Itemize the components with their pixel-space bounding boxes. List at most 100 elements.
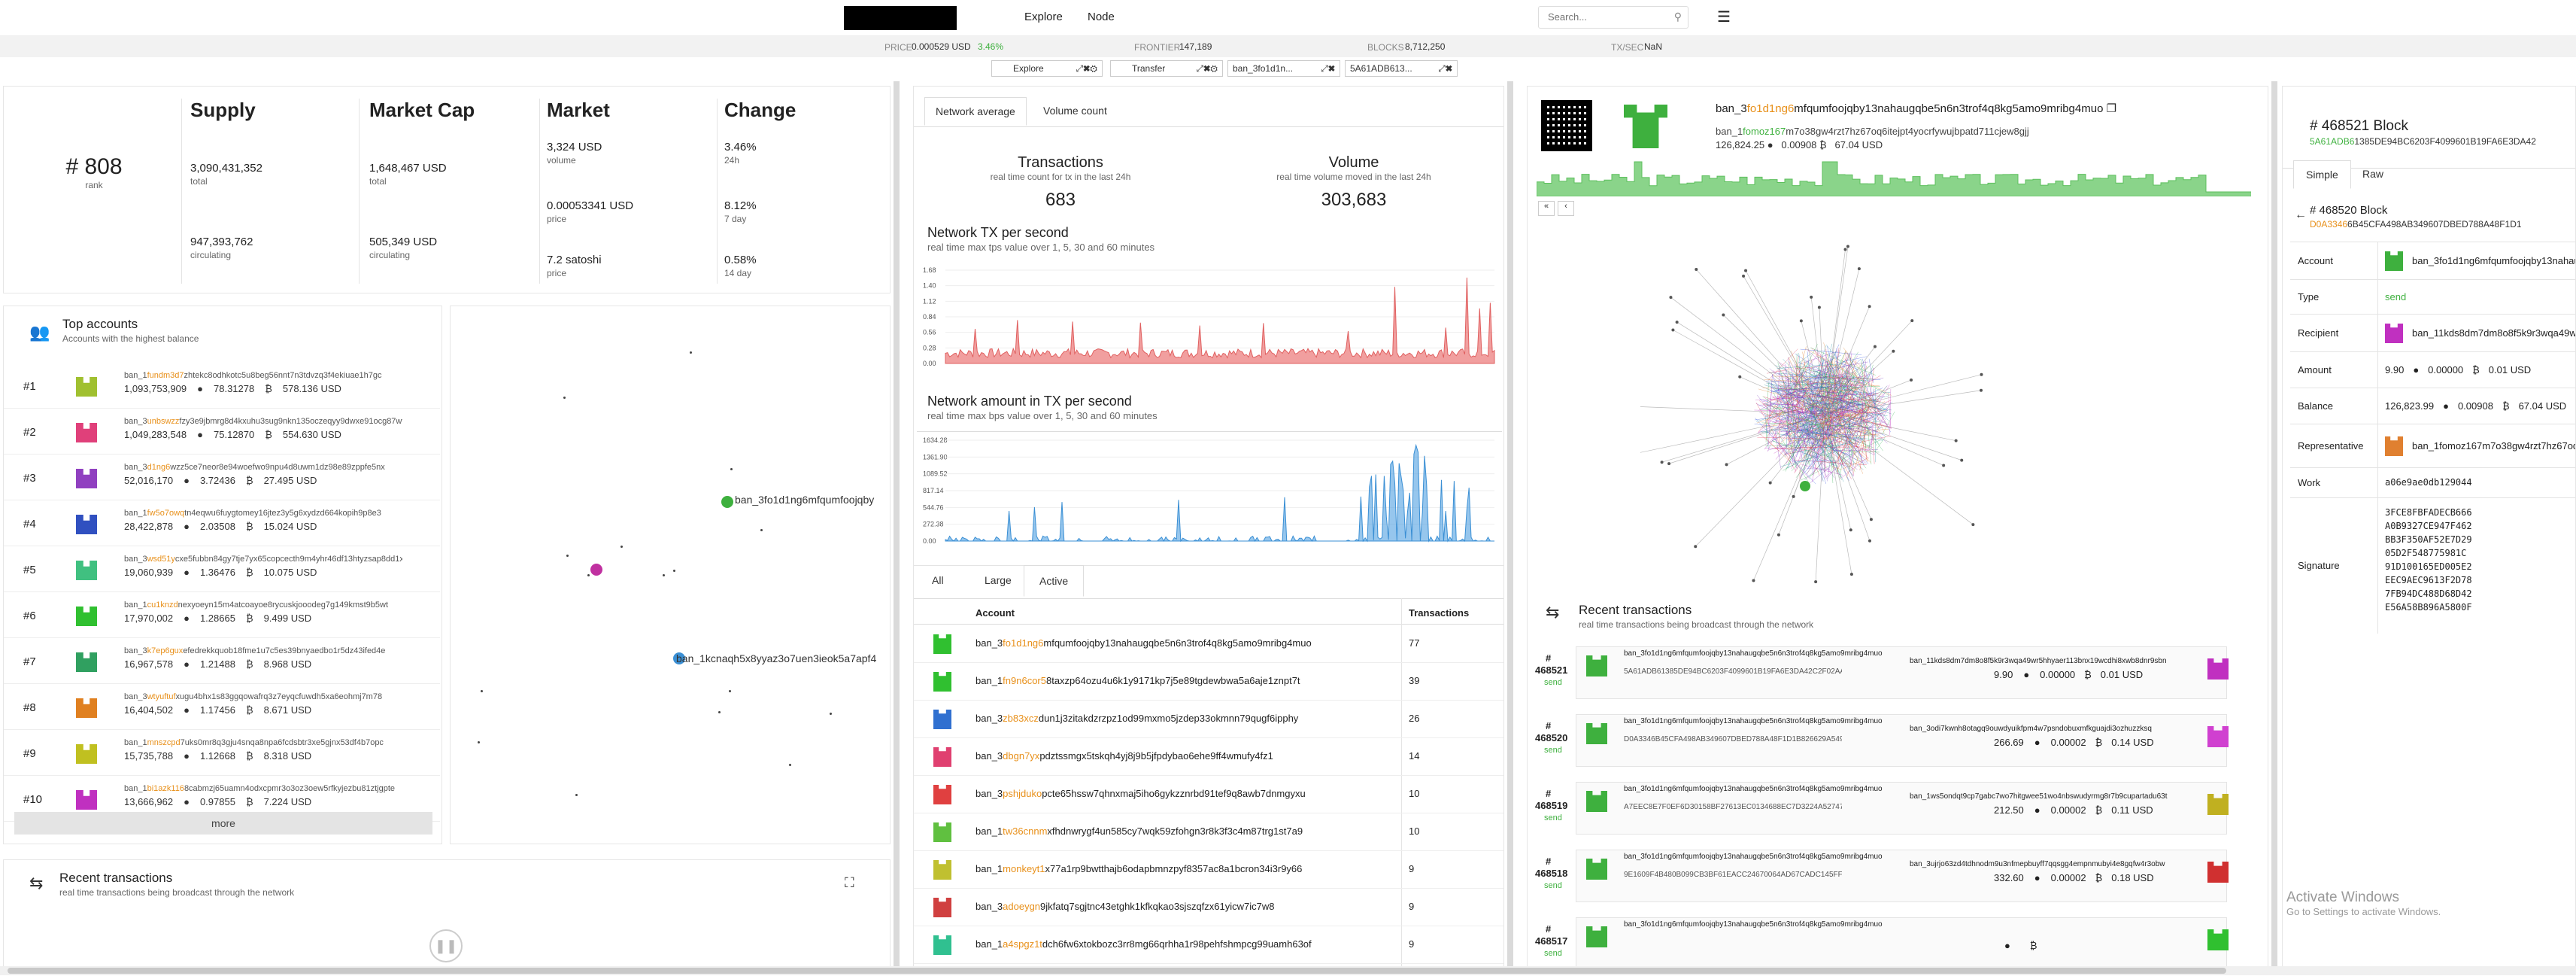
graph-node[interactable]: [1870, 518, 1873, 521]
graph-node[interactable]: [1722, 314, 1725, 317]
recipient-address[interactable]: ban_1ws5ondqt9cp7gabc7wo7hitgwee51wo4nbs…: [1910, 792, 2183, 801]
tab-controls-icon[interactable]: ⤢✖: [1321, 63, 1335, 74]
block-hash[interactable]: A7EEC8E7F0EF6D30158BF27613EC0134688EC7D3…: [1624, 803, 1842, 811]
tab-controls-icon[interactable]: ⤢✖⚙: [1076, 63, 1097, 74]
graph-node[interactable]: [1980, 373, 1983, 376]
tab-large[interactable]: Large: [985, 574, 1012, 586]
account-address[interactable]: ban_3pshjdukopcte65hssw7qhnxmaj5iho6gykz…: [975, 788, 1397, 799]
graph-node[interactable]: [1814, 580, 1817, 583]
account-address[interactable]: ban_1fundm3d7zhtekc8odhkotc5u8beg56nnt7n…: [124, 371, 402, 380]
graph-node[interactable]: [566, 555, 569, 557]
prev-page-button[interactable]: ‹: [1558, 201, 1574, 216]
search-box[interactable]: ⚲: [1538, 6, 1689, 29]
graph-node[interactable]: [1777, 534, 1780, 537]
sender-address[interactable]: ban_3fo1d1ng6mfqumfoojqby13nahaugqbe5n6n…: [1624, 785, 1883, 793]
representative-address[interactable]: ban_1fomoz167m7o38gw4rzt7hz67oq6itejpt4y…: [1716, 126, 2029, 137]
graph-node[interactable]: [1868, 305, 1871, 308]
graph-node[interactable]: [1800, 319, 1803, 322]
account-address[interactable]: ban_1fn9n6cor58taxzp64ozu4u6k1y9171kp7j5…: [975, 675, 1397, 686]
account-address[interactable]: ban_3unbswzzfzy3e9jbmrg8d4kxuhu3sug9nkn1…: [124, 417, 402, 426]
graph-node[interactable]: [1694, 545, 1697, 548]
graph-node[interactable]: [1910, 319, 1913, 322]
graph-node[interactable]: [478, 741, 480, 743]
graph-node[interactable]: [730, 468, 733, 470]
graph-node[interactable]: [663, 574, 665, 576]
graph-node[interactable]: [729, 690, 731, 692]
tab-network-average[interactable]: Network average: [924, 97, 1027, 126]
account-address[interactable]: ban_3zb83xczdun1j3zitakdzrzpz1od99mxmo5j…: [975, 713, 1397, 724]
nav-node[interactable]: Node: [1088, 11, 1115, 23]
tab-controls-icon[interactable]: ⤢✖: [1438, 63, 1452, 74]
back-arrow-icon[interactable]: ←: [2295, 208, 2307, 222]
block-hash[interactable]: 5A61ADB61385DE94BC6203F4099601B19FA6E3DA…: [2310, 136, 2536, 147]
graph-node[interactable]: [1960, 459, 1963, 462]
graph-node[interactable]: [1667, 462, 1670, 465]
graph-node[interactable]: [1849, 528, 1852, 531]
block-hash[interactable]: 9E1609F4B480B099CB3BF61EACC24670064AD67C…: [1624, 871, 1842, 879]
graph-node[interactable]: [1858, 267, 1861, 270]
graph-node[interactable]: [481, 690, 483, 692]
field-value[interactable]: ban_1fomoz167m7o38gw4rzt7hz67oq6ite: [2412, 440, 2576, 451]
prev-block-hash[interactable]: D0A33466B45CFA498AB349607DBED788A48F1D1: [2310, 219, 2522, 230]
graph-node[interactable]: [1792, 495, 1795, 498]
tab-simple[interactable]: Simple: [2293, 160, 2351, 189]
pause-button[interactable]: ❚❚: [429, 929, 463, 962]
splitter[interactable]: [1507, 81, 1513, 969]
account-address[interactable]: ban_1mnszcpd7uks0mr8q3gju4snqa8npa6fcdsb…: [124, 738, 402, 747]
graph-node[interactable]: [1868, 540, 1871, 543]
hamburger-menu-icon[interactable]: ☰: [1717, 8, 1731, 26]
graph-node[interactable]: [1850, 573, 1853, 576]
graph-node[interactable]: [1971, 523, 1974, 526]
graph-node[interactable]: [673, 570, 675, 572]
fullscreen-icon[interactable]: ⛶: [845, 875, 854, 891]
account-address[interactable]: ban_1fw5o7owqtn4eqwu6fuygtomey16jtez3y5g…: [124, 509, 402, 518]
active-account-row[interactable]: ban_3zb83xczdun1j3zitakdzrzpz1od99mxmo5j…: [914, 701, 1503, 738]
recipient-address[interactable]: ban_11kds8dm7dm8o8f5k9r3wqa49wr5hhyaer11…: [1910, 657, 2183, 665]
account-address[interactable]: ban_1a4spgz1tdch6fw6xtokbozc3rr8mg66qrhh…: [975, 938, 1397, 950]
account-address[interactable]: ban_3fo1d1ng6mfqumfoojqby13nahaugqbe5n6n…: [1716, 102, 2116, 115]
active-account-row[interactable]: ban_1fn9n6cor58taxzp64ozu4u6k1y9171kp7j5…: [914, 663, 1503, 701]
account-address[interactable]: ban_1monkeyt1x77a1rp9bwtthajb6odapbmnzpy…: [975, 863, 1397, 874]
tab-block[interactable]: 5A61ADB613...⤢✖: [1345, 60, 1458, 77]
search-icon[interactable]: ⚲: [1674, 11, 1682, 23]
graph-node[interactable]: [721, 496, 733, 508]
tab-all[interactable]: All: [932, 574, 944, 586]
account-network-graph[interactable]: [1640, 237, 2047, 598]
active-account-row[interactable]: ban_1tw36cnnmxfhdnwrygf4un585cy7wqk59zfo…: [914, 813, 1503, 851]
sender-address[interactable]: ban_3fo1d1ng6mfqumfoojqby13nahaugqbe5n6n…: [1624, 649, 1883, 658]
graph-node[interactable]: [1661, 461, 1664, 464]
account-address[interactable]: ban_3adoeygn9jkfatq7sgjtnc43etghk1kfkqka…: [975, 901, 1397, 912]
tab-controls-icon[interactable]: ⤢✖⚙: [1197, 63, 1218, 74]
sender-address[interactable]: ban_3fo1d1ng6mfqumfoojqby13nahaugqbe5n6n…: [1624, 717, 1883, 725]
block-hash[interactable]: 5A61ADB61385DE94BC6203F4099601B19FA6E3DA…: [1624, 667, 1842, 676]
splitter[interactable]: [2271, 81, 2277, 969]
graph-node[interactable]: [620, 546, 623, 548]
search-input[interactable]: [1548, 7, 1668, 26]
horizontal-scrollbar[interactable]: [0, 966, 2576, 975]
recipient-address[interactable]: ban_3odi7kwnh8otagq9ouwdyuikfpm4w7psndob…: [1910, 725, 2183, 733]
graph-node[interactable]: [1742, 275, 1745, 278]
graph-cluster[interactable]: [590, 564, 602, 576]
account-address[interactable]: ban_3fo1d1ng6mfqumfoojqby13nahaugqbe5n6n…: [975, 637, 1397, 649]
graph-node[interactable]: [1695, 268, 1698, 271]
account-address[interactable]: ban_1bi1azk1168cabmzj65uamn4odxcpmr3o3oz…: [124, 784, 402, 793]
field-value[interactable]: ban_3fo1d1ng6mfqumfoojqby13nahaug: [2412, 255, 2576, 266]
nav-explore[interactable]: Explore: [1024, 11, 1063, 23]
account-address[interactable]: ban_3k7ep6guxefedrekkquob18fme1u7c5es39b…: [124, 646, 402, 655]
tab-account[interactable]: ban_3fo1d1n...⤢✖: [1227, 60, 1340, 77]
graph-node[interactable]: [1669, 296, 1672, 299]
graph-node[interactable]: [1892, 350, 1895, 353]
graph-node[interactable]: [690, 351, 692, 354]
more-button[interactable]: more: [14, 812, 432, 835]
graph-node[interactable]: [760, 529, 763, 531]
logo[interactable]: [844, 6, 957, 30]
